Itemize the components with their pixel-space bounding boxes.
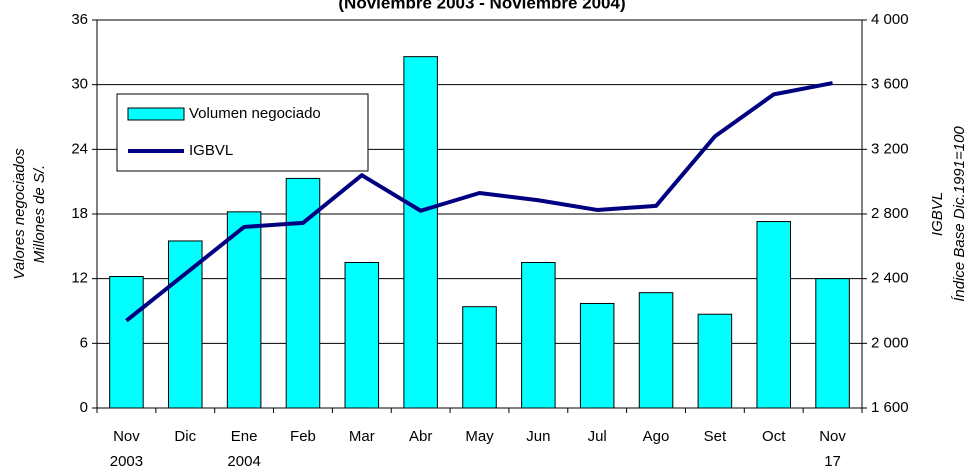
- y2-axis-title: IGBVL: [929, 192, 946, 236]
- legend-label: Volumen negociado: [189, 105, 321, 122]
- y2-tick-label: 3 200: [871, 140, 909, 157]
- x-tick-label: Ene: [231, 428, 258, 445]
- x-tick-label: May: [465, 428, 494, 445]
- y-tick-label: 24: [71, 140, 88, 157]
- y-tick-label: 6: [80, 334, 88, 351]
- y-tick-label: 12: [71, 270, 88, 287]
- bar: [285, 177, 321, 409]
- y-axis-title: Millones de S/.: [31, 165, 48, 263]
- chart-title: (Noviembre 2003 - Noviembre 2004): [338, 0, 625, 12]
- x-tick-label: Feb: [290, 428, 316, 445]
- x-tick-sublabel: 2003: [110, 453, 143, 470]
- y-tick-label: 36: [71, 11, 88, 28]
- bar: [226, 211, 262, 409]
- bar: [815, 278, 850, 409]
- bar: [521, 262, 556, 409]
- y2-tick-label: 2 400: [871, 270, 909, 287]
- x-tick-label: Mar: [349, 428, 375, 445]
- y2-tick-label: 4 000: [871, 11, 909, 28]
- bar: [167, 240, 203, 409]
- bar: [403, 56, 438, 409]
- legend-box: [116, 93, 369, 172]
- x-tick-label: Abr: [409, 428, 432, 445]
- y2-tick-label: 2 000: [871, 334, 909, 351]
- bar: [756, 221, 792, 409]
- x-tick-sublabel: 2004: [227, 453, 260, 470]
- y2-tick-label: 2 800: [871, 205, 909, 222]
- y-tick-label: 0: [80, 399, 88, 416]
- y-tick-label: 18: [71, 205, 88, 222]
- x-tick-label: Dic: [174, 428, 196, 445]
- line: [125, 81, 833, 323]
- bar: [697, 313, 733, 409]
- x-tick-label: Nov: [113, 428, 140, 445]
- y2-tick-label: 3 600: [871, 76, 909, 93]
- bar: [109, 276, 144, 409]
- y-tick-label: 30: [71, 76, 88, 93]
- bar: [638, 292, 674, 409]
- x-tick-label: Set: [704, 428, 727, 445]
- bar: [579, 302, 615, 409]
- y-axis-title: Valores negociados: [11, 148, 28, 280]
- y2-axis-title: Índice Base Dic.1991=100: [951, 126, 968, 302]
- x-tick-label: Jul: [588, 428, 607, 445]
- x-tick-label: Ago: [643, 428, 670, 445]
- x-tick-label: Oct: [762, 428, 786, 445]
- bar: [344, 262, 380, 409]
- y2-tick-label: 1 600: [871, 399, 909, 416]
- legend-swatch: [127, 107, 185, 121]
- x-tick-label: Jun: [526, 428, 550, 445]
- x-tick-sublabel: 17: [824, 453, 841, 470]
- x-tick-label: Nov: [819, 428, 846, 445]
- bar: [462, 306, 497, 409]
- legend-label: IGBVL: [189, 142, 233, 159]
